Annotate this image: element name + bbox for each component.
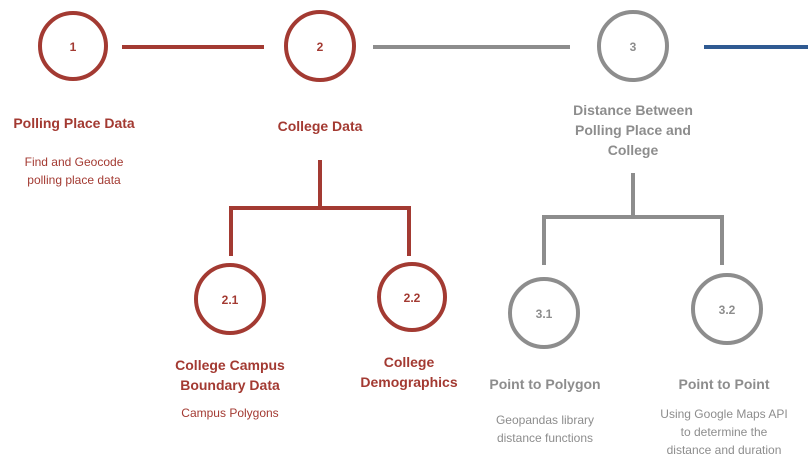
node-3-1-title-line: Point to Polygon [489,376,601,392]
node-3-2-circle: 3.2 [691,273,763,345]
branch-college-data [229,160,411,256]
node-2-2-title: College Demographics [329,352,489,392]
node-3-1-desc-line: Geopandas library [495,413,595,427]
node-2-2-circle: 2.2 [377,262,447,332]
node-3-number: 3 [630,40,637,54]
node-2-number: 2 [317,40,324,54]
node-3-2-title: Point to Point [644,374,804,394]
node-2-1-title-line: Boundary Data [180,377,280,393]
node-2-2-number: 2.2 [404,291,421,305]
node-3-title-line: Distance Between [573,102,693,118]
node-1-desc-line: Find and Geocode [24,155,124,169]
node-3-title-line: Polling Place and [575,122,691,138]
node-3-1-title: Point to Polygon [465,374,625,394]
node-2-title: College Data [240,116,400,136]
node-2-title-line: College Data [277,118,363,134]
node-2-1-circle: 2.1 [194,263,266,335]
node-3-1-desc-line: distance functions [496,431,594,445]
node-3-title-line: College [607,142,659,158]
node-2-1-desc-line: Campus Polygons [181,406,279,420]
node-3-2-desc-line: to determine the [680,425,768,439]
node-3-2-description: Using Google Maps API to determine the d… [644,405,804,459]
node-3-title: Distance Between Polling Place and Colle… [553,100,713,160]
node-2-circle: 2 [284,10,356,82]
node-3-2-desc-line: distance and duration [666,443,782,457]
node-2-1-title-line: College Campus [175,357,285,373]
node-3-2-number: 3.2 [719,303,736,317]
node-3-1-circle: 3.1 [508,277,580,349]
node-2-1-description: Campus Polygons [150,404,310,422]
node-1-description: Find and Geocode polling place data [0,153,148,189]
node-2-1-title: College Campus Boundary Data [150,355,310,395]
node-3-2-desc-line: Using Google Maps API [660,407,788,421]
node-1-circle: 1 [38,11,108,81]
node-1-title: Polling Place Data [0,113,148,133]
branch-distance [542,173,724,265]
node-2-2-title-line: Demographics [360,374,458,390]
node-3-circle: 3 [597,10,669,82]
node-3-1-description: Geopandas library distance functions [465,411,625,447]
node-1-desc-line: polling place data [27,173,121,187]
node-3-2-title-line: Point to Point [678,376,770,392]
node-1-number: 1 [70,40,77,54]
node-2-2-title-line: College [383,354,435,370]
node-1-title-line: Polling Place Data [13,115,135,131]
node-3-1-number: 3.1 [536,307,553,321]
node-2-1-number: 2.1 [222,293,239,307]
